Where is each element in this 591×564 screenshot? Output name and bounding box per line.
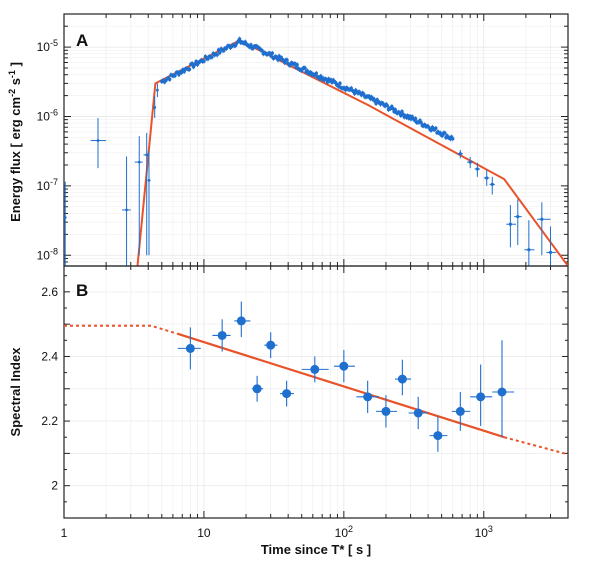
flux-point (194, 59, 198, 64)
flux-point (168, 77, 172, 82)
panel-a-y-tick-label: 10-6 (37, 107, 58, 123)
index-point (381, 406, 391, 416)
flux-point (270, 51, 275, 55)
flux-point (173, 73, 177, 78)
index-point (363, 392, 373, 402)
flux-point (215, 53, 219, 57)
flux-point (153, 106, 157, 109)
flux-point (147, 178, 151, 182)
panel-b-y-tick-label: 2 (51, 479, 58, 493)
panel-a-y-tick-label: 10-7 (37, 177, 58, 193)
x-tick-label: 103 (475, 524, 493, 540)
index-point (266, 340, 276, 350)
index-point (433, 431, 443, 441)
panel-a (63, 13, 569, 267)
index-point (413, 408, 423, 418)
flux-point (96, 139, 100, 142)
index-point (217, 330, 227, 340)
flux-point (527, 248, 531, 252)
flux-point (516, 215, 520, 219)
flux-point (125, 208, 128, 212)
flux-point (443, 131, 447, 135)
panel-b-frame (63, 265, 569, 519)
flux-point (210, 55, 214, 59)
flux-point (338, 81, 342, 85)
index-point (476, 392, 486, 402)
flux-point (468, 160, 472, 164)
index-point (497, 387, 507, 397)
panel-b-y-tick-label: 2.6 (41, 285, 58, 299)
panel-b-y-tick-label: 2.4 (41, 349, 58, 363)
index-point (236, 316, 246, 326)
flux-point (182, 69, 186, 74)
index-point (455, 406, 465, 416)
flux-point (434, 126, 438, 130)
flux-point (285, 58, 289, 62)
x-tick-label: 10 (197, 526, 211, 540)
panel-b-data (64, 301, 568, 456)
flux-point (548, 250, 553, 254)
flux-point (458, 152, 462, 156)
index-point (310, 364, 320, 374)
panel-b-y-axis-label: Spectral Index (8, 347, 23, 437)
flux-point (249, 43, 253, 47)
model-line (177, 332, 505, 439)
panel-a-data (64, 36, 568, 266)
flux-point (187, 67, 192, 71)
flux-point (314, 71, 319, 76)
flux-point (475, 167, 479, 171)
flux-point (155, 88, 159, 92)
x-tick-label: 102 (335, 524, 353, 540)
model-line-dashed (503, 436, 568, 456)
x-axis-label: Time since T* [ s ] (261, 542, 371, 557)
index-point (282, 389, 292, 399)
flux-point (295, 63, 299, 67)
model-line-dashed (64, 324, 179, 335)
flux-point (177, 72, 181, 77)
panel-b-y-tick-label: 2.2 (41, 414, 58, 428)
panel-a-label: A (76, 31, 88, 50)
flux-point (490, 182, 494, 186)
panel-a-y-axis-label: Energy flux [ erg cm-2 s-1 ] (7, 62, 23, 222)
panel-a-y-tick-label: 10-8 (37, 246, 58, 262)
flux-point (216, 48, 221, 52)
flux-point (508, 222, 512, 226)
flux-point (202, 59, 206, 63)
flux-point (145, 153, 149, 157)
index-point (252, 384, 262, 394)
flux-point (385, 103, 390, 108)
flux-point (64, 216, 67, 219)
flux-point (193, 62, 197, 67)
flux-point (190, 61, 194, 66)
flux-point (218, 50, 222, 55)
flux-point (237, 37, 242, 41)
panel-a-y-tick-label: 10-5 (37, 38, 58, 54)
flux-point (179, 70, 184, 75)
index-point (185, 343, 195, 353)
flux-point (413, 116, 418, 121)
index-point (397, 374, 407, 384)
flux-point (137, 160, 141, 164)
index-point (339, 361, 349, 371)
x-tick-label: 1 (61, 526, 68, 540)
model-line (136, 39, 568, 266)
panel-b (63, 265, 569, 519)
flux-point (540, 217, 544, 221)
flux-point (303, 66, 307, 70)
panel-b-label: B (76, 281, 88, 300)
flux-point (451, 137, 455, 141)
flux-point (485, 176, 489, 180)
